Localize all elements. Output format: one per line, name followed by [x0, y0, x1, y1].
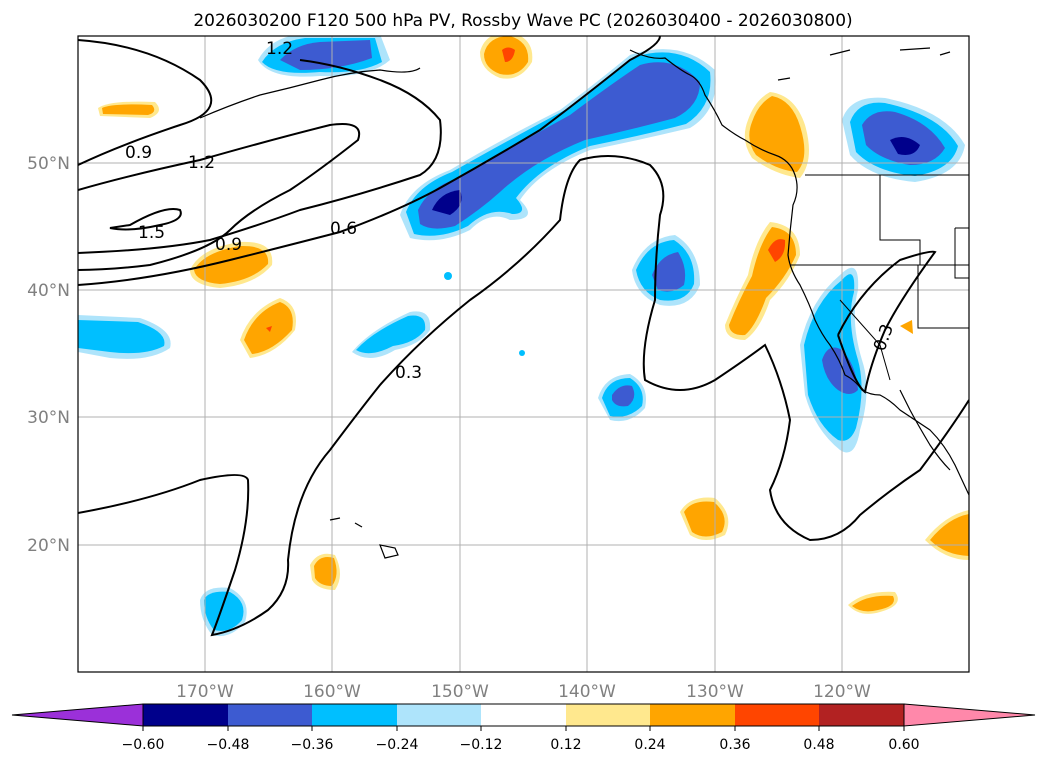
negative-pv-shading [78, 36, 965, 637]
colorbar-segment [819, 704, 904, 726]
lon-label-120w: 120°W [813, 682, 871, 702]
map-plot-area[interactable]: 1.2 0.9 1.2 1.5 0.9 0.6 0.3 0.3 [78, 32, 969, 672]
colorbar-tick-label: 0.60 [888, 737, 919, 753]
colorbar-segment [735, 704, 819, 726]
country-borders [790, 174, 969, 381]
colorbar-tick-label: −0.12 [460, 737, 503, 753]
contour-label-3: 1.2 [188, 153, 215, 173]
colorbar-frame [142, 703, 905, 727]
pv-contours [78, 36, 969, 637]
lat-label-40: 40°N [27, 281, 70, 301]
lat-label-30: 30°N [27, 408, 70, 428]
colorbar-segment [312, 704, 397, 726]
colorbar: −0.60 −0.48 −0.36 −0.24 −0.12 0.12 0.24 … [11, 703, 1036, 753]
colorbar-tick-label: 0.36 [719, 737, 750, 753]
contour-label-5: 0.9 [215, 235, 242, 255]
contour-label-6: 0.6 [330, 219, 357, 239]
lat-label-20: 20°N [27, 536, 70, 556]
figure-title: 2026030200 F120 500 hPa PV, Rossby Wave … [193, 11, 852, 31]
colorbar-tick-label: 0.48 [803, 737, 834, 753]
lat-label-50: 50°N [27, 154, 70, 174]
contour-label-7: 0.3 [395, 363, 422, 383]
lon-label-150w: 150°W [431, 682, 489, 702]
colorbar-tick-label: −0.24 [376, 737, 419, 753]
contour-label-4: 1.5 [138, 223, 165, 243]
colorbar-extend-high [903, 703, 1036, 727]
colorbar-segment [228, 704, 312, 726]
lon-label-160w: 160°W [303, 682, 361, 702]
coastlines [199, 47, 969, 559]
colorbar-segment [397, 704, 481, 726]
latitude-labels: 50°N 40°N 30°N 20°N [27, 154, 70, 556]
contour-label-1: 1.2 [266, 39, 293, 59]
longitude-labels: 170°W 160°W 150°W 140°W 130°W 120°W [176, 682, 871, 702]
lon-label-130w: 130°W [686, 682, 744, 702]
colorbar-segment [566, 704, 650, 726]
map-frame [77, 35, 970, 673]
contour-label-2: 0.9 [125, 143, 152, 163]
colorbar-tick-label: 0.12 [550, 737, 581, 753]
lon-label-170w: 170°W [176, 682, 234, 702]
colorbar-segment [481, 704, 566, 726]
colorbar-extend-low [11, 703, 144, 727]
colorbar-tick-label: 0.24 [634, 737, 665, 753]
gridlines [78, 36, 969, 672]
lon-label-140w: 140°W [558, 682, 616, 702]
colorbar-segment [650, 704, 735, 726]
colorbar-segment [143, 704, 228, 726]
colorbar-tick-label: −0.48 [207, 737, 250, 753]
colorbar-tick-label: −0.60 [122, 737, 165, 753]
colorbar-tick-label: −0.36 [291, 737, 334, 753]
